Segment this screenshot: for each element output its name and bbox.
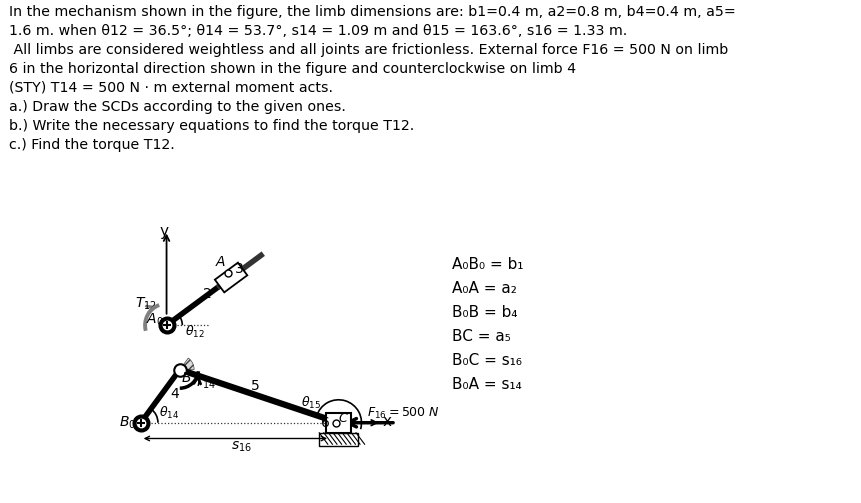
Text: 3: 3 xyxy=(235,262,245,276)
Text: $A_0$: $A_0$ xyxy=(146,312,164,328)
Text: 5: 5 xyxy=(251,379,259,393)
Text: 2: 2 xyxy=(203,288,212,301)
Text: $T_{14}$: $T_{14}$ xyxy=(194,375,216,391)
Text: 6: 6 xyxy=(321,416,330,430)
Text: $s_{16}$: $s_{16}$ xyxy=(231,440,252,454)
Text: A: A xyxy=(215,255,225,269)
Text: $F_{16} = 500\ N$: $F_{16} = 500\ N$ xyxy=(368,406,440,421)
Text: A₀B₀ = b₁
A₀A = a₂
B₀B = b₄
BC = a₅
B₀C = s₁₆
B₀A = s₁₄: A₀B₀ = b₁ A₀A = a₂ B₀B = b₄ BC = a₅ B₀C … xyxy=(451,257,523,391)
Text: C: C xyxy=(338,411,347,425)
Bar xyxy=(319,433,358,446)
Text: $\theta_{12}$: $\theta_{12}$ xyxy=(185,324,205,340)
Text: 4: 4 xyxy=(170,387,179,400)
Text: In the mechanism shown in the figure, the limb dimensions are: b1=0.4 m, a2=0.8 : In the mechanism shown in the figure, th… xyxy=(9,5,735,152)
Polygon shape xyxy=(180,358,194,370)
Text: $T_{12}$: $T_{12}$ xyxy=(135,296,157,312)
Polygon shape xyxy=(215,263,247,292)
Text: $B_0$: $B_0$ xyxy=(119,415,136,432)
Text: $\theta_{15}$: $\theta_{15}$ xyxy=(301,395,321,411)
Text: y: y xyxy=(159,224,169,239)
Text: B: B xyxy=(181,372,191,385)
Text: x: x xyxy=(383,413,392,429)
Text: $\theta_{14}$: $\theta_{14}$ xyxy=(159,405,180,421)
Bar xyxy=(326,412,350,433)
